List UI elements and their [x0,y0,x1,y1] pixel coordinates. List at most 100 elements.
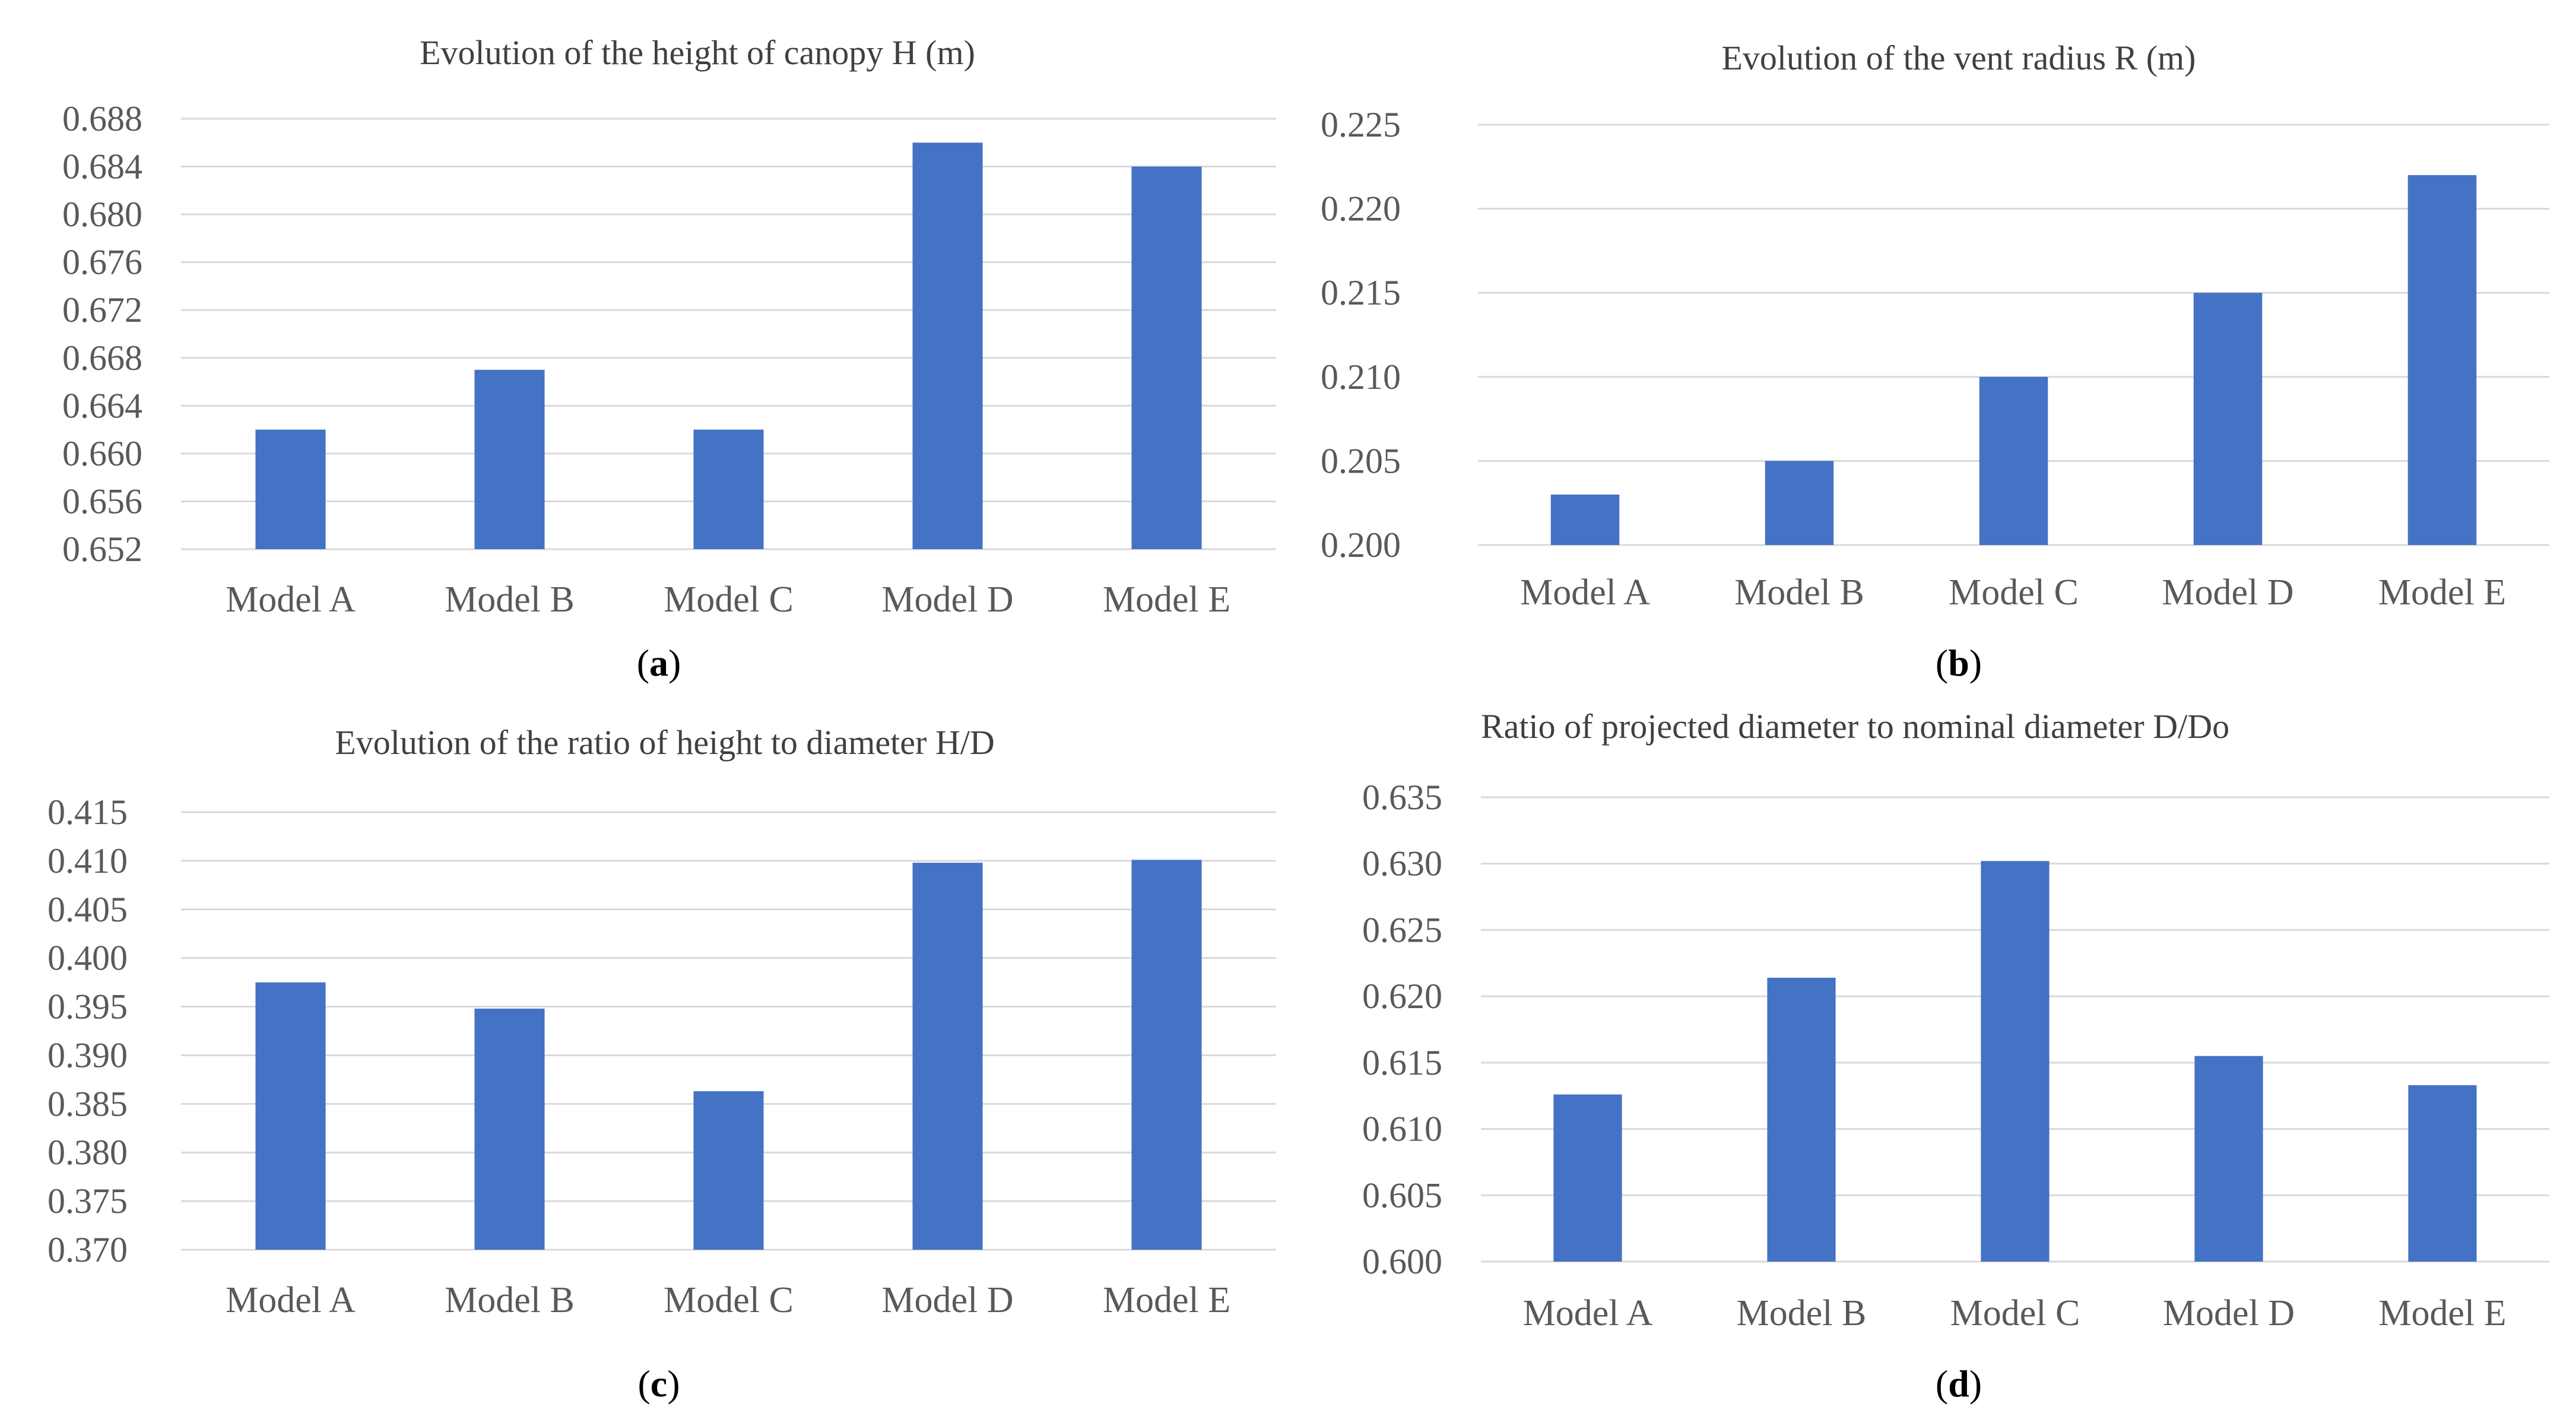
chart-a-y-tick-label: 0.688 [62,99,142,138]
chart-d-y-tick-label: 0.605 [1362,1176,1442,1215]
chart-a-y-tick-label: 0.656 [62,481,142,521]
chart-b-bar-model-d [2193,293,2263,545]
chart-d-y-axis: 0.600 0.605 0.610 0.615 0.620 0.625 0.630 0.635 [1362,778,2549,1281]
chart-a-y-axis: 0.652 0.656 0.660 0.664 0.668 0.672 0.676 0.680… [62,99,1276,569]
chart-a-y-tick-label: 0.652 [62,530,142,569]
chart-b-y-tick-label: 0.215 [1321,273,1401,312]
chart-d-bar-model-c [1981,861,2050,1262]
chart-d-bars [1553,861,2477,1262]
chart-a-x-tick-label: Model E [1103,579,1230,620]
chart-b: Evolution of the vent radius R (m) 0.200… [1321,39,2549,684]
chart-a-x-tick-label: Model A [226,579,356,620]
chart-a-y-tick-label: 0.684 [62,147,142,186]
chart-a-bar-model-d [912,142,983,549]
chart-d-title: Ratio of projected diameter to nominal d… [1481,707,2229,746]
chart-b-y-tick-label: 0.210 [1321,357,1401,397]
chart-c-x-tick-label: Model C [664,1280,794,1320]
chart-c-x-tick-label: Model E [1103,1280,1230,1320]
chart-a-x-tick-label: Model B [445,579,575,620]
chart-a-y-tick-label: 0.668 [62,338,142,378]
chart-c-bar-model-a [255,982,326,1250]
chart-a-bar-model-e [1131,166,1202,549]
chart-c-y-tick-label: 0.375 [47,1181,128,1221]
chart-c-bar-model-c [693,1091,764,1250]
chart-c-bars [255,860,1202,1250]
chart-d-bar-model-a [1553,1094,1622,1262]
chart-c-y-tick-label: 0.385 [47,1084,128,1123]
chart-d-y-tick-label: 0.610 [1362,1110,1442,1149]
chart-a-y-tick-label: 0.672 [62,290,142,330]
chart-b-bar-model-a [1550,495,1620,545]
chart-b-y-tick-label: 0.200 [1321,525,1401,565]
chart-b-x-tick-label: Model D [2162,572,2293,613]
chart-a-bar-model-b [474,369,545,549]
chart-a-panel-label: (a) [637,642,681,684]
chart-c-y-tick-label: 0.415 [47,793,128,832]
chart-d-bar-model-e [2408,1085,2477,1262]
chart-c-y-tick-label: 0.395 [47,987,128,1027]
chart-c-y-axis: 0.370 0.375 0.380 0.385 0.390 0.395 0.400 0.405… [47,793,1276,1269]
chart-d-x-tick-label: Model E [2378,1293,2506,1333]
chart-c-x-tick-label: Model B [445,1280,575,1320]
chart-a-bars [255,142,1202,549]
chart-d-bar-model-b [1767,977,1836,1262]
chart-d: Ratio of projected diameter to nominal d… [1362,707,2549,1405]
chart-a-y-tick-label: 0.664 [62,386,142,425]
chart-b-x-tick-label: Model B [1734,572,1864,613]
chart-a-y-tick-label: 0.660 [62,434,142,473]
chart-d-panel-label: (d) [1936,1363,1982,1405]
chart-c-x-axis: Model A Model B Model C Model D Model E [226,1280,1230,1320]
chart-d-x-tick-label: Model B [1737,1293,1867,1333]
chart-b-x-tick-label: Model C [1949,572,2079,613]
chart-c-bar-model-d [912,863,983,1250]
chart-d-y-tick-label: 0.620 [1362,977,1442,1016]
chart-b-x-tick-label: Model A [1520,572,1650,613]
chart-b-title: Evolution of the vent radius R (m) [1722,39,2196,77]
chart-b-x-tick-label: Model E [2378,572,2506,613]
chart-d-panel-letter: d [1948,1363,1969,1405]
chart-d-y-tick-label: 0.600 [1362,1242,1442,1281]
chart-c-title: Evolution of the ratio of height to diam… [335,723,994,762]
chart-c-y-tick-label: 0.400 [47,939,128,978]
chart-b-bars [1550,175,2477,546]
chart-c-x-tick-label: Model A [226,1280,356,1320]
chart-a-x-tick-label: Model D [881,579,1013,620]
chart-c-bar-model-b [474,1008,545,1250]
chart-c-y-tick-label: 0.380 [47,1133,128,1172]
chart-b-bar-model-b [1765,461,1834,545]
chart-b-y-axis: 0.200 0.205 0.210 0.215 0.220 0.225 [1321,105,2549,565]
chart-b-y-tick-label: 0.225 [1321,105,1401,144]
chart-c-y-tick-label: 0.410 [47,841,128,880]
chart-a-panel-letter: a [649,642,668,684]
chart-d-bar-model-d [2194,1056,2263,1262]
chart-c-x-tick-label: Model D [881,1280,1013,1320]
chart-b-y-tick-label: 0.220 [1321,189,1401,229]
chart-a-x-tick-label: Model C [664,579,794,620]
chart-b-panel-label: (b) [1936,642,1982,684]
chart-c-y-tick-label: 0.405 [47,890,128,929]
chart-a-bar-model-c [693,429,764,549]
chart-a: Evolution of the height of canopy H (m) … [62,33,1276,684]
chart-c-panel-letter: c [651,1363,667,1405]
chart-c-panel-label: (c) [637,1363,680,1405]
chart-d-x-tick-label: Model D [2163,1293,2295,1333]
chart-b-y-tick-label: 0.205 [1321,441,1401,480]
chart-a-y-tick-label: 0.676 [62,243,142,282]
chart-d-x-axis: Model A Model B Model C Model D Model E [1523,1293,2507,1333]
chart-a-x-axis: Model A Model B Model C Model D Model E [226,579,1230,620]
chart-c: Evolution of the ratio of height to diam… [47,723,1276,1405]
chart-c-y-tick-label: 0.370 [47,1230,128,1269]
chart-a-y-tick-label: 0.680 [62,195,142,234]
chart-b-bar-model-c [1979,376,2048,545]
chart-c-y-tick-label: 0.390 [47,1035,128,1075]
chart-d-x-tick-label: Model C [1950,1293,2080,1333]
chart-a-bar-model-a [255,429,326,549]
chart-d-y-tick-label: 0.630 [1362,844,1442,883]
chart-d-y-tick-label: 0.635 [1362,778,1442,817]
chart-b-x-axis: Model A Model B Model C Model D Model E [1520,572,2506,613]
chart-b-panel-letter: b [1948,642,1969,684]
chart-a-title: Evolution of the height of canopy H (m) [420,33,975,72]
chart-d-y-tick-label: 0.625 [1362,910,1442,949]
chart-c-bar-model-e [1131,860,1202,1250]
